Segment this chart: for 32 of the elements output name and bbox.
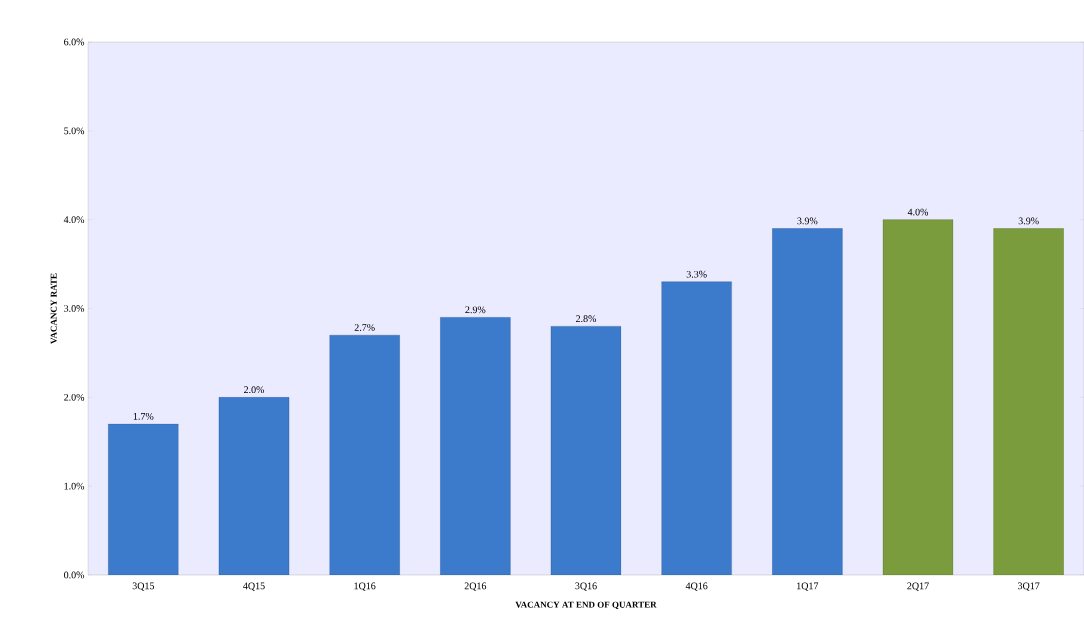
data-label: 2.0% [244, 386, 265, 394]
data-label: 2.7% [354, 324, 375, 331]
data-label: 3.3% [686, 270, 707, 278]
bar [772, 228, 843, 575]
bar [108, 423, 179, 575]
y-tick-label: 4.0% [63, 216, 85, 224]
x-tick-label: 4Q15 [243, 582, 265, 591]
x-tick-label: 1Q17 [797, 582, 819, 591]
data-label: 4.0% [907, 208, 929, 216]
bar [993, 228, 1064, 575]
x-tick-label: 2Q17 [907, 582, 929, 591]
y-tick-label: 3.0% [64, 305, 85, 312]
y-tick-label: 2.0% [64, 393, 85, 401]
y-tick-label: 5.0% [64, 127, 85, 135]
y-tick-label: 1.0% [64, 482, 85, 490]
x-axis-title: VACANCY AT END OF QUARTER [515, 601, 657, 610]
y-axis-title: VACANCY RATE [50, 273, 57, 344]
data-label: 1.7% [133, 412, 154, 420]
data-label: 2.9% [465, 306, 486, 314]
data-label: 3.9% [797, 217, 818, 225]
x-tick-label: 3Q17 [1018, 582, 1040, 591]
data-label: 2.8% [576, 315, 597, 323]
x-tick-label: 3Q16 [575, 582, 597, 591]
y-tick-label: 0.0% [64, 571, 85, 579]
y-tick-label: 6.0% [64, 38, 85, 46]
x-tick-label: 4Q16 [685, 582, 708, 591]
data-label: 3.9% [1018, 217, 1039, 225]
bar [329, 334, 400, 575]
x-tick-label: 2Q16 [464, 582, 487, 591]
bar [882, 219, 954, 575]
x-tick-label: 1Q16 [354, 582, 376, 591]
x-tick-label: 3Q15 [132, 582, 155, 591]
